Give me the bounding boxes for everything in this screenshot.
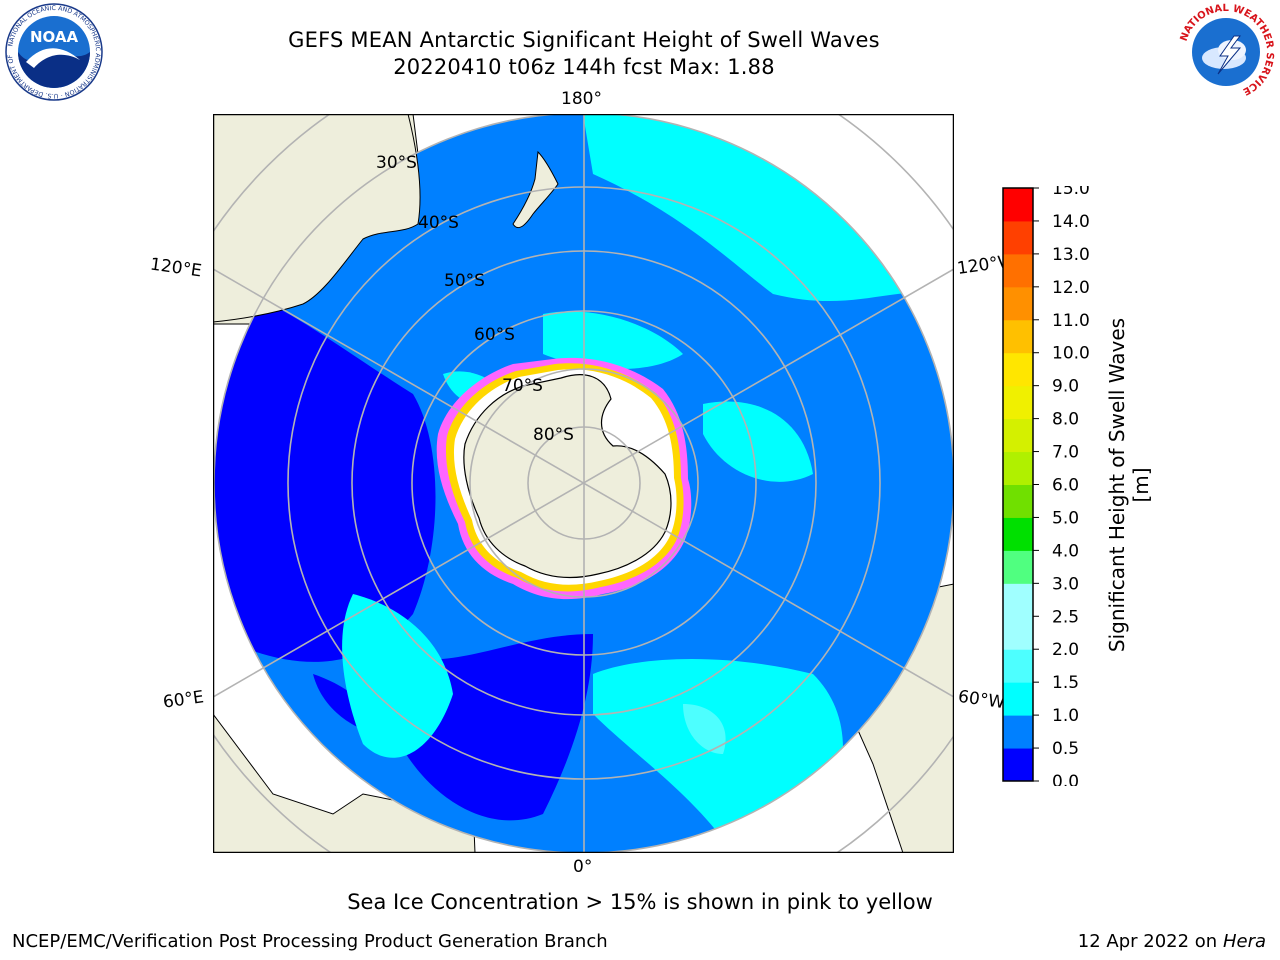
colorbar-tick-label: 14.0 (1052, 212, 1090, 232)
colorbar-tick-label: 0.5 (1052, 739, 1079, 759)
colorbar-tick-label: 0.0 (1052, 772, 1079, 786)
lat-label-40s: 40°S (418, 213, 459, 233)
lon-label-0: 0° (573, 857, 593, 877)
colorbar-tick-label: 4.0 (1052, 541, 1079, 561)
colorbar-tick-label: 2.5 (1052, 607, 1079, 627)
colorbar: 0.0 0.5 1.0 1.5 2.0 2.5 3.0 4.0 5.0 6.0 7.0 8.0 9.0 1… (1002, 186, 1090, 786)
colorbar-cell (1003, 550, 1033, 584)
lat-label-30s: 30°S (376, 153, 417, 173)
lat-label-60s: 60°S (474, 325, 515, 345)
map-canvas (135, 34, 1033, 932)
colorbar-cell (1003, 418, 1033, 453)
colorbar-tick-label: 6.0 (1052, 476, 1079, 496)
colorbar-tick-label: 11.0 (1052, 311, 1090, 331)
colorbar-cell (1003, 220, 1033, 255)
sea-ice-caption: Sea Ice Concentration > 15% is shown in … (347, 890, 933, 914)
lat-label-80s: 80°S (533, 425, 574, 445)
colorbar-cell (1003, 616, 1033, 650)
credit-text: NCEP/EMC/Verification Post Processing Pr… (12, 931, 608, 952)
colorbar-tick-label: 12.0 (1052, 278, 1090, 298)
colorbar-tick-label: 13.0 (1052, 245, 1090, 265)
colorbar-tick-label: 1.0 (1052, 706, 1079, 726)
colorbar-tick-label: 5.0 (1052, 508, 1079, 528)
colorbar-cell (1003, 517, 1033, 551)
colorbar-cell (1003, 188, 1033, 222)
antarctica (436, 357, 692, 600)
colorbar-cell (1003, 253, 1033, 288)
colorbar-tick-label: 2.0 (1052, 640, 1079, 660)
colorbar-tick-label: 3.0 (1052, 574, 1079, 594)
colorbar-tick-label: 10.0 (1052, 344, 1090, 364)
colorbar-cell (1003, 484, 1033, 518)
lon-label-120e: 120°E (148, 254, 203, 282)
colorbar-cell (1003, 649, 1033, 683)
colorbar-cell (1003, 286, 1033, 321)
colorbar-cell (1003, 319, 1033, 354)
host-name: Hera (1222, 931, 1266, 952)
lat-label-70s: 70°S (502, 376, 543, 396)
antarctic-swell-map (135, 34, 1033, 932)
colorbar-cell (1003, 451, 1033, 485)
chart-title: GEFS MEAN Antarctic Significant Height o… (288, 28, 880, 52)
nws-logo-icon: NATIONAL WEATHER SERVICE (1176, 2, 1276, 102)
new-zealand (512, 150, 559, 229)
colorbar-cell (1003, 682, 1033, 716)
issue-date: 12 Apr 2022 on Hera (1078, 931, 1266, 952)
lon-label-180: 180° (561, 89, 602, 109)
colorbar-cell (1003, 748, 1033, 782)
colorbar-cell (1003, 352, 1033, 387)
colorbar-cell (1003, 583, 1033, 617)
noaa-logo-icon: NOAA NATIONAL OCEANIC AND ATMOSPHERIC AD… (1, 0, 104, 102)
svg-text:NOAA: NOAA (30, 28, 79, 46)
chart-subtitle: 20220410 t06z 144h fcst Max: 1.88 (393, 55, 775, 79)
colorbar-tick-label: 8.0 (1052, 410, 1079, 430)
colorbar-cell (1003, 715, 1033, 749)
colorbar-tick-label: 9.0 (1052, 377, 1079, 397)
lon-label-60w: 60°W (956, 686, 1007, 714)
colorbar-tick-label: 7.0 (1052, 443, 1079, 463)
lon-label-60e: 60°E (161, 687, 206, 713)
colorbar-cell (1003, 385, 1033, 420)
colorbar-tick-label: 15.0 (1052, 186, 1090, 199)
colorbar-title: Significant Height of Swell Waves [m] (1105, 317, 1153, 653)
lat-label-50s: 50°S (444, 271, 485, 291)
colorbar-tick-label: 1.5 (1052, 673, 1079, 693)
australia (212, 113, 421, 323)
issue-date-text: 12 Apr 2022 on (1077, 931, 1218, 952)
